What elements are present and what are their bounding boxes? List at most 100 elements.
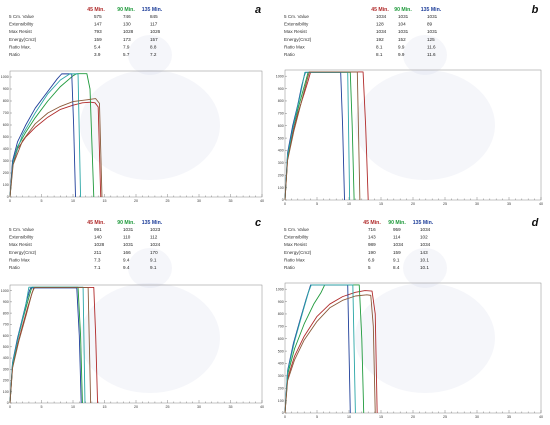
row-value: 9.4 [123, 265, 130, 270]
y-tick-label: 400 [3, 356, 9, 360]
row-value: 170 [150, 250, 158, 255]
series-line-2 [9, 287, 82, 404]
row-value: 10.1 [420, 257, 429, 262]
row-value: 6.9 [368, 257, 375, 262]
header-1: 90 Min. [117, 7, 135, 13]
y-tick-label: 500 [3, 135, 9, 139]
header-2: 135 Min. [142, 220, 163, 226]
row-label: Extensibility [284, 235, 309, 240]
row-value: 991 [94, 227, 102, 232]
row-value: 125 [427, 37, 435, 42]
series-line-2 [284, 71, 345, 201]
y-tick-label: 1000 [1, 289, 9, 293]
x-tick-label: 35 [507, 202, 511, 206]
row-value: 7.1 [94, 265, 101, 270]
watermark-figure [355, 248, 495, 393]
row-value: 166 [123, 250, 131, 255]
header-2: 135 Min. [142, 7, 163, 13]
y-tick-label: 900 [278, 87, 284, 91]
y-tick-label: 200 [3, 171, 9, 175]
row-value: 7.3 [94, 257, 101, 262]
row-value: 746 [123, 14, 131, 19]
row-value: 11.6 [427, 52, 436, 57]
row-label: Extensibility [9, 235, 34, 240]
row-value: 173 [123, 37, 131, 42]
row-value: 143 [420, 250, 428, 255]
row-label: Ratio Max [284, 257, 305, 262]
x-tick-label: 5 [41, 199, 43, 203]
row-value: 9.1 [393, 257, 400, 262]
watermark-figure [80, 248, 220, 393]
x-tick-label: 10 [71, 199, 75, 203]
row-label: Energy(Cm2) [284, 250, 312, 255]
panel-letter: a [255, 4, 261, 16]
x-tick-label: 15 [379, 415, 383, 419]
y-tick-label: 700 [3, 111, 9, 115]
row-value: 1031 [427, 29, 438, 34]
y-tick-label: 100 [278, 186, 284, 190]
row-label: Ratio Max [9, 257, 30, 262]
row-label: Max Resist [9, 29, 32, 34]
x-tick-label: 20 [134, 405, 138, 409]
chart-c: 45 Min. 90 Min. 135 Min. 5 Cm. Value 991 1031… [1, 217, 264, 409]
row-value: 130 [123, 22, 131, 27]
y-tick-label: 1000 [276, 287, 284, 291]
row-value: 1031 [398, 29, 409, 34]
row-value: 1031 [123, 242, 134, 247]
y-tick-label: 600 [3, 334, 9, 338]
y-tick-label: 200 [278, 386, 284, 390]
row-value: 9.1 [150, 265, 157, 270]
x-tick-label: 30 [197, 405, 201, 409]
row-value: 793 [94, 29, 102, 34]
x-tick-label: 25 [166, 199, 170, 203]
row-value: 110 [123, 235, 131, 240]
row-value: 716 [368, 227, 376, 232]
header-1: 90 Min. [394, 7, 412, 13]
y-tick-label: 900 [3, 87, 9, 91]
y-tick-label: 0 [7, 401, 9, 405]
row-value: 1031 [427, 14, 438, 19]
header-1: 90 Min. [388, 220, 406, 226]
x-tick-label: 20 [411, 202, 415, 206]
row-value: 3.9 [94, 52, 101, 57]
chart-d: 45 Min. 90 Min. 135 Min. 5 Cm. Value 716 959 1… [276, 217, 543, 419]
row-value: 9.4 [123, 257, 130, 262]
x-tick-label: 5 [316, 202, 318, 206]
panel-c: 45 Min. 90 Min. 135 Min. 5 Cm. Value 991 1031… [0, 213, 273, 425]
row-value: 104 [398, 22, 406, 27]
x-tick-label: 0 [9, 405, 11, 409]
row-value: 89 [427, 22, 433, 27]
x-tick-label: 40 [260, 199, 264, 203]
row-value: 190 [368, 250, 376, 255]
y-tick-label: 200 [278, 173, 284, 177]
row-value: 575 [94, 14, 102, 19]
row-value: 1034 [393, 242, 404, 247]
row-value: 1028 [94, 242, 105, 247]
y-tick-label: 1000 [1, 75, 9, 79]
row-value: 7.2 [150, 52, 157, 57]
row-value: 5.4 [94, 44, 101, 49]
row-value: 5 [368, 265, 371, 270]
x-tick-label: 20 [134, 199, 138, 203]
y-tick-label: 600 [278, 337, 284, 341]
panel-a: 45 Min. 90 Min. 135 Min. 5 Cm. Value 575 746 8… [0, 0, 273, 212]
y-tick-label: 200 [3, 379, 9, 383]
x-tick-label: 5 [316, 415, 318, 419]
y-tick-label: 300 [278, 374, 284, 378]
header-0: 45 Min. [371, 7, 389, 13]
x-tick-label: 35 [229, 199, 233, 203]
x-tick-label: 5 [41, 405, 43, 409]
row-label: Ratio [9, 265, 20, 270]
series-line-1 [9, 73, 95, 198]
x-tick-label: 40 [539, 415, 543, 419]
y-tick-label: 300 [3, 367, 9, 371]
x-tick-label: 30 [197, 199, 201, 203]
panel-d: 45 Min. 90 Min. 135 Min. 5 Cm. Value 716 959 1… [275, 213, 550, 425]
x-tick-label: 25 [443, 415, 447, 419]
row-value: 152 [398, 37, 406, 42]
y-tick-label: 400 [278, 362, 284, 366]
row-value: 1023 [150, 227, 161, 232]
y-tick-label: 700 [3, 323, 9, 327]
chart-a: 45 Min. 90 Min. 135 Min. 5 Cm. Value 575 746 8… [1, 4, 264, 203]
header-0: 45 Min. [87, 220, 105, 226]
